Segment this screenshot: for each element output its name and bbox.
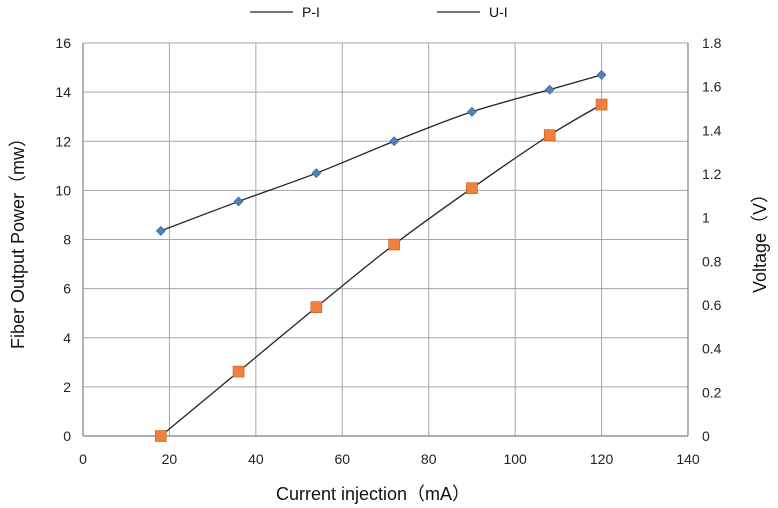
x-tick-label: 0 [79, 451, 87, 467]
y2-axis-title: Voltage（V） [750, 185, 770, 293]
data-point-square [311, 302, 322, 313]
y-axis-title: Fiber Output Power（mw） [8, 129, 28, 349]
x-tick-label: 100 [503, 451, 527, 467]
y2-tick-label: 1.8 [702, 35, 722, 51]
legend-label: P-I [302, 4, 320, 20]
y2-tick-labels: 0 0.2 0.4 0.6 0.8 1 1.2 1.4 1.6 1.8 [702, 35, 722, 444]
legend-item-u-i: U-I [437, 4, 508, 20]
y-tick-label: 6 [63, 281, 71, 297]
series-p-i [156, 70, 606, 235]
x-tick-label: 120 [590, 451, 614, 467]
x-tick-label: 140 [676, 451, 700, 467]
data-point-diamond [156, 226, 165, 235]
series [155, 70, 607, 441]
y2-tick-label: 0.6 [702, 297, 722, 313]
x-tick-label: 40 [248, 451, 264, 467]
data-point-diamond [234, 197, 243, 206]
data-point-square [466, 183, 477, 194]
series-line [161, 105, 602, 436]
data-point-square [544, 130, 555, 141]
y-tick-label: 2 [63, 379, 71, 395]
data-point-diamond [597, 70, 606, 79]
x-tick-labels: 0 20 40 60 80 100 120 140 [79, 451, 700, 467]
y-tick-label: 0 [63, 428, 71, 444]
x-tick-label: 20 [162, 451, 178, 467]
y2-tick-label: 1 [702, 210, 710, 226]
y2-tick-label: 0.8 [702, 253, 722, 269]
y2-tick-label: 1.2 [702, 166, 722, 182]
x-tick-label: 60 [334, 451, 350, 467]
y2-tick-label: 1.4 [702, 122, 722, 138]
data-point-diamond [545, 85, 554, 94]
y-tick-label: 16 [55, 35, 71, 51]
y2-tick-label: 1.6 [702, 79, 722, 95]
data-point-diamond [467, 107, 476, 116]
y-tick-label: 14 [55, 84, 71, 100]
x-axis-title: Current injection（mA） [276, 484, 470, 504]
data-point-square [596, 99, 607, 110]
y2-tick-label: 0.2 [702, 384, 722, 400]
legend-item-p-i: P-I [250, 4, 320, 20]
x-tick-label: 80 [421, 451, 437, 467]
data-point-diamond [312, 169, 321, 178]
y2-tick-label: 0 [702, 428, 710, 444]
legend: P-I U-I [250, 4, 508, 20]
series-u-i [155, 99, 607, 441]
y-tick-label: 10 [55, 182, 71, 198]
y-tick-label: 12 [55, 133, 71, 149]
legend-label: U-I [489, 4, 508, 20]
y-tick-label: 4 [63, 330, 71, 346]
series-line [161, 75, 602, 231]
y2-tick-label: 0.4 [702, 341, 722, 357]
data-point-square [389, 239, 400, 250]
y-tick-label: 8 [63, 232, 71, 248]
y-tick-labels: 0 2 4 6 8 10 12 14 16 [55, 35, 71, 444]
data-point-square [155, 431, 166, 442]
data-point-diamond [390, 137, 399, 146]
data-point-square [233, 366, 244, 377]
